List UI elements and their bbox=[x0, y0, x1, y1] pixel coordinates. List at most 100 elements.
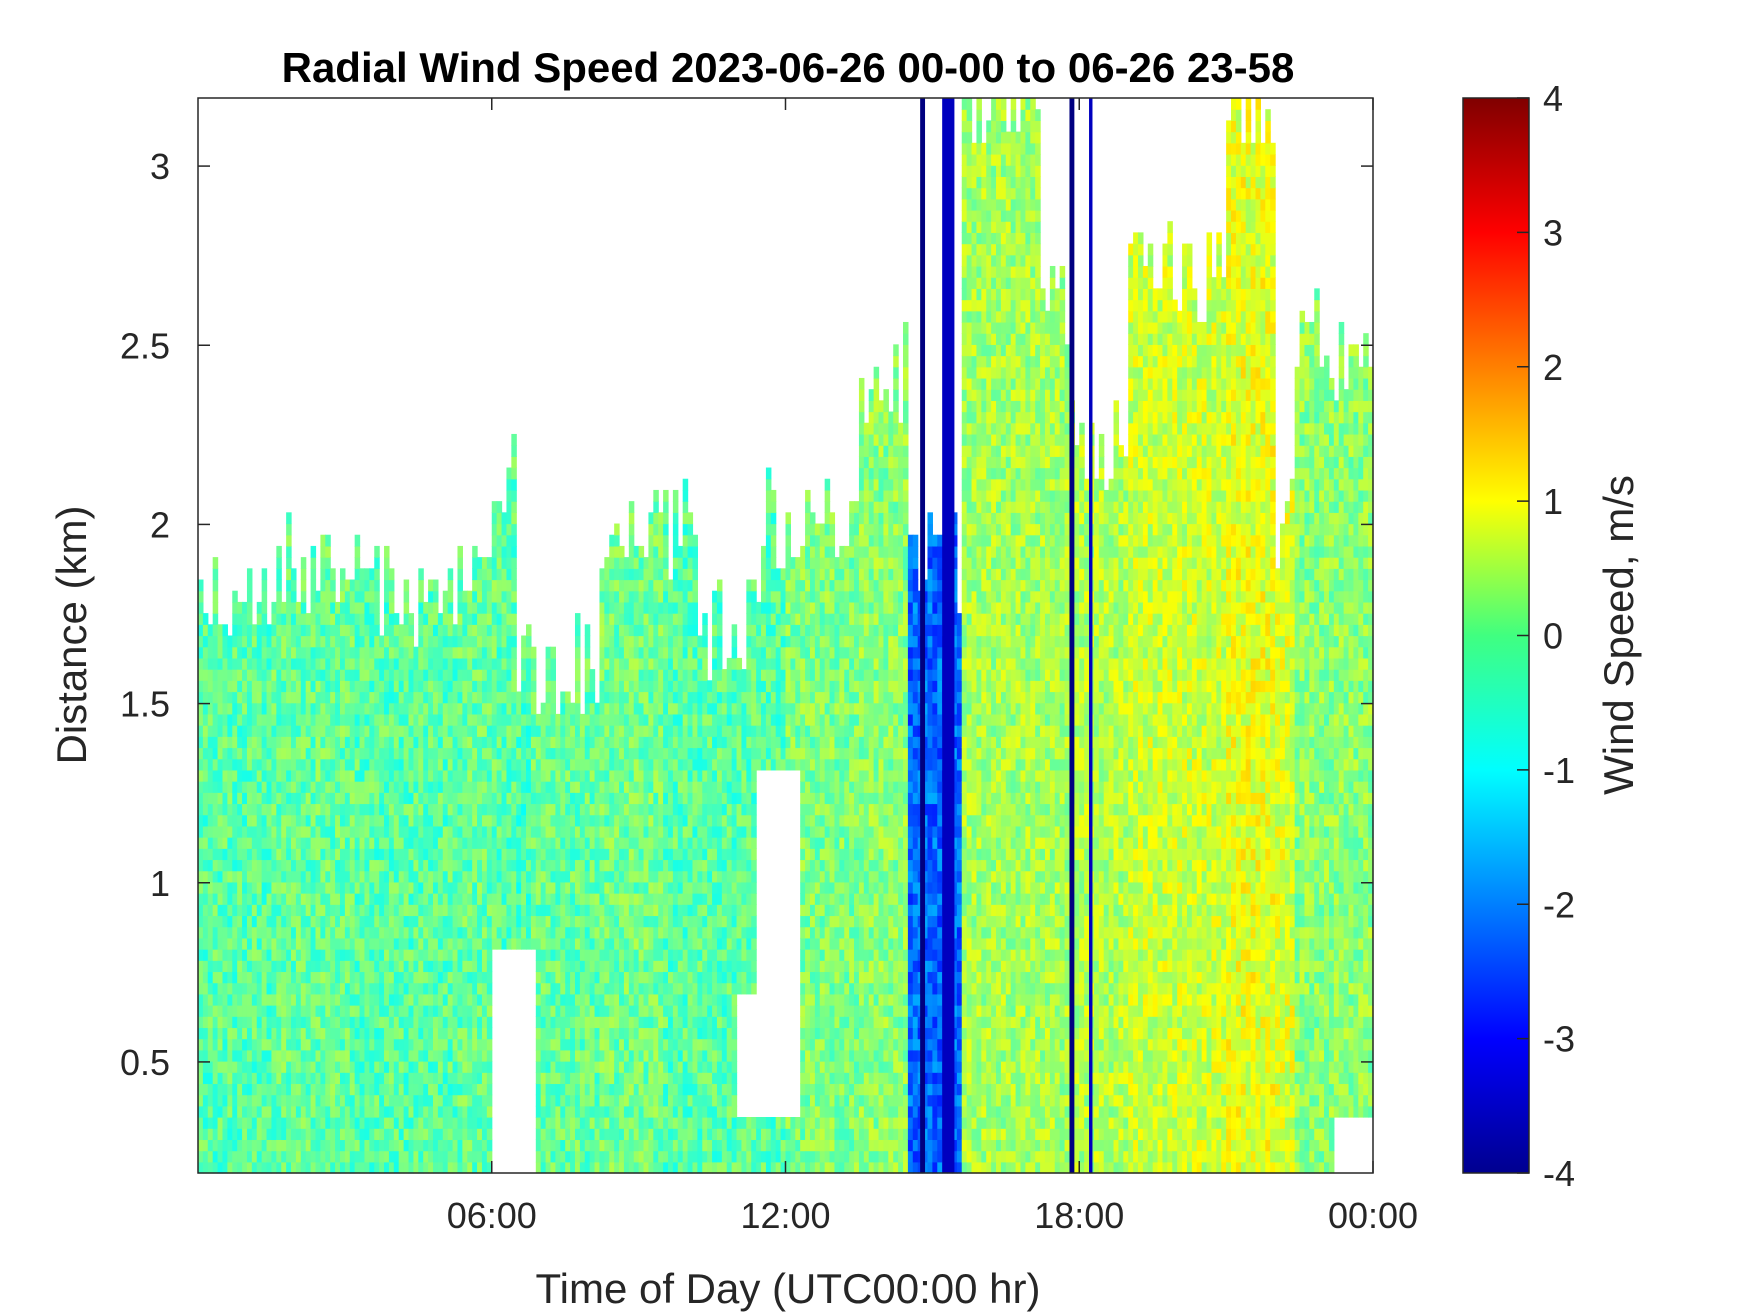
heatmap-cell bbox=[594, 814, 601, 827]
heatmap-cell bbox=[481, 781, 488, 793]
heatmap-cell bbox=[388, 870, 395, 883]
heatmap-cell bbox=[256, 657, 263, 670]
heatmap-cell bbox=[388, 1117, 395, 1129]
heatmap-cell bbox=[462, 825, 468, 838]
heatmap-cell bbox=[609, 758, 615, 771]
heatmap-cell bbox=[291, 1139, 297, 1152]
heatmap-cell bbox=[579, 814, 586, 827]
heatmap-cell bbox=[550, 1150, 556, 1163]
heatmap-cell bbox=[565, 1105, 571, 1118]
heatmap-cell bbox=[589, 713, 596, 726]
heatmap-cell bbox=[638, 713, 645, 726]
heatmap-cell bbox=[530, 713, 537, 726]
heatmap-cell bbox=[545, 1150, 552, 1163]
heatmap-cell bbox=[276, 725, 282, 737]
heatmap-cell bbox=[486, 646, 493, 659]
heatmap-cell bbox=[354, 579, 361, 592]
heatmap-cell bbox=[388, 881, 395, 894]
heatmap-cell bbox=[560, 926, 566, 939]
heatmap-cell bbox=[628, 657, 635, 670]
heatmap-cell bbox=[232, 635, 238, 648]
heatmap-cell bbox=[305, 926, 312, 939]
heatmap-cell bbox=[418, 769, 424, 782]
heatmap-cell bbox=[315, 825, 321, 838]
heatmap-cell bbox=[623, 1005, 630, 1017]
heatmap-cell bbox=[638, 937, 645, 950]
heatmap-cell bbox=[344, 837, 351, 849]
heatmap-cell bbox=[550, 1049, 556, 1062]
heatmap-cell bbox=[384, 568, 390, 581]
heatmap-cell bbox=[364, 736, 370, 749]
heatmap-cell bbox=[442, 848, 449, 861]
heatmap-cell bbox=[584, 1094, 591, 1107]
heatmap-cell bbox=[418, 881, 424, 894]
heatmap-cell bbox=[408, 881, 415, 894]
heatmap-cell bbox=[437, 1083, 444, 1096]
heatmap-cell bbox=[658, 1128, 664, 1141]
heatmap-cell bbox=[315, 725, 321, 737]
heatmap-cell bbox=[457, 825, 463, 838]
heatmap-cell bbox=[369, 803, 375, 816]
heatmap-cell bbox=[604, 601, 610, 614]
heatmap-cell bbox=[315, 1150, 321, 1163]
heatmap-cell bbox=[623, 937, 630, 950]
heatmap-cell bbox=[486, 1038, 493, 1051]
heatmap-cell bbox=[374, 702, 380, 715]
heatmap-cell bbox=[658, 680, 664, 693]
heatmap-cell bbox=[413, 1072, 419, 1085]
heatmap-cell bbox=[310, 1038, 317, 1051]
heatmap-cell bbox=[506, 725, 512, 737]
heatmap-cell bbox=[261, 1139, 268, 1152]
heatmap-cell bbox=[628, 613, 635, 625]
heatmap-cell bbox=[668, 825, 674, 838]
heatmap-cell bbox=[648, 512, 654, 525]
heatmap-cell bbox=[398, 937, 405, 950]
heatmap-cell bbox=[428, 848, 434, 861]
heatmap-cell bbox=[266, 971, 273, 984]
heatmap-cell bbox=[462, 1094, 468, 1107]
heatmap-cell bbox=[574, 1150, 581, 1163]
heatmap-cell bbox=[677, 982, 684, 995]
heatmap-cell bbox=[256, 1139, 263, 1152]
heatmap-cell bbox=[408, 657, 415, 670]
heatmap-cell bbox=[545, 971, 552, 984]
heatmap-cell bbox=[648, 1161, 654, 1174]
heatmap-cell bbox=[447, 825, 454, 838]
heatmap-cell bbox=[374, 1150, 380, 1163]
heatmap-cell bbox=[491, 501, 498, 513]
heatmap-cell bbox=[638, 1117, 645, 1129]
heatmap-cell bbox=[300, 1016, 307, 1029]
heatmap-cell bbox=[408, 669, 415, 681]
heatmap-cell bbox=[643, 1072, 650, 1085]
heatmap-cell bbox=[222, 915, 228, 928]
heatmap-cell bbox=[570, 1027, 576, 1040]
heatmap-cell bbox=[305, 893, 312, 905]
heatmap-cell bbox=[535, 736, 542, 749]
heatmap-cell bbox=[212, 590, 219, 603]
heatmap-cell bbox=[217, 635, 224, 648]
heatmap-cell bbox=[457, 702, 463, 715]
heatmap-cell bbox=[246, 1105, 253, 1118]
heatmap-cell bbox=[496, 758, 503, 771]
heatmap-cell bbox=[393, 1038, 400, 1051]
heatmap-cell bbox=[663, 971, 669, 984]
heatmap-cell bbox=[320, 837, 326, 849]
heatmap-cell bbox=[481, 814, 488, 827]
heatmap-cell bbox=[658, 960, 664, 973]
heatmap-cell bbox=[663, 713, 669, 726]
heatmap-cell bbox=[291, 579, 297, 592]
heatmap-cell bbox=[535, 1105, 542, 1118]
heatmap-cell bbox=[574, 960, 581, 973]
heatmap-cell bbox=[364, 590, 370, 603]
heatmap-cell bbox=[256, 713, 263, 726]
heatmap-cell bbox=[339, 960, 346, 973]
heatmap-cell bbox=[574, 781, 581, 793]
heatmap-cell bbox=[403, 713, 410, 726]
heatmap-cell bbox=[344, 1105, 351, 1118]
heatmap-cell bbox=[315, 993, 321, 1006]
heatmap-cell bbox=[379, 971, 385, 984]
heatmap-cell bbox=[447, 803, 454, 816]
heatmap-cell bbox=[609, 646, 615, 659]
heatmap-cell bbox=[305, 624, 312, 637]
heatmap-cell bbox=[521, 837, 527, 849]
